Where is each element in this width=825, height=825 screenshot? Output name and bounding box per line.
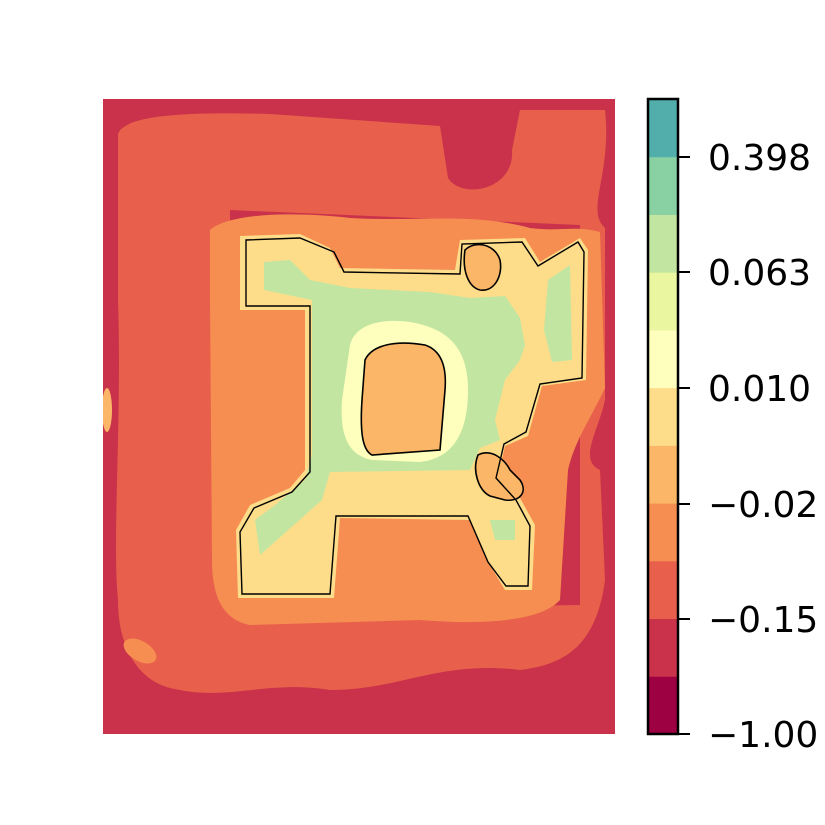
center-island	[360, 342, 447, 456]
island-bottom-left	[123, 638, 157, 664]
colorbar-tick-label: −0.02	[708, 485, 818, 526]
colorbar	[646, 97, 680, 736]
colorbar-segment	[648, 503, 678, 562]
colorbar-tick-label: 0.398	[708, 138, 811, 179]
colorbar-segment	[648, 676, 678, 735]
colorbar-segment	[648, 387, 678, 446]
colorbar-frame	[646, 97, 680, 736]
colorbar-tick-label: −1.00	[708, 715, 818, 756]
colorbar-segment	[648, 445, 678, 504]
island-left-edge	[103, 388, 112, 432]
colorbar-segment	[648, 156, 678, 215]
colorbar-tick-label: 0.063	[708, 253, 811, 294]
island-top-right	[463, 243, 502, 291]
contour-line	[239, 237, 585, 595]
colorbar-segment	[648, 560, 678, 620]
contour-plot	[103, 99, 615, 734]
colorbar-segment	[648, 618, 678, 677]
colorbar-segment	[648, 99, 678, 158]
colorbar-segment	[648, 272, 678, 331]
colorbar-tick-label: −0.15	[708, 600, 818, 641]
island-right-middle	[474, 452, 524, 502]
colorbar-segment	[648, 329, 678, 389]
colorbar-segment	[648, 214, 678, 273]
colorbar-tick-labels: 0.398 0.063 0.010 −0.02 −0.15 −1.00	[708, 138, 818, 756]
colorbar-tick-label: 0.010	[708, 369, 811, 410]
colorbar-ticks	[678, 156, 690, 735]
